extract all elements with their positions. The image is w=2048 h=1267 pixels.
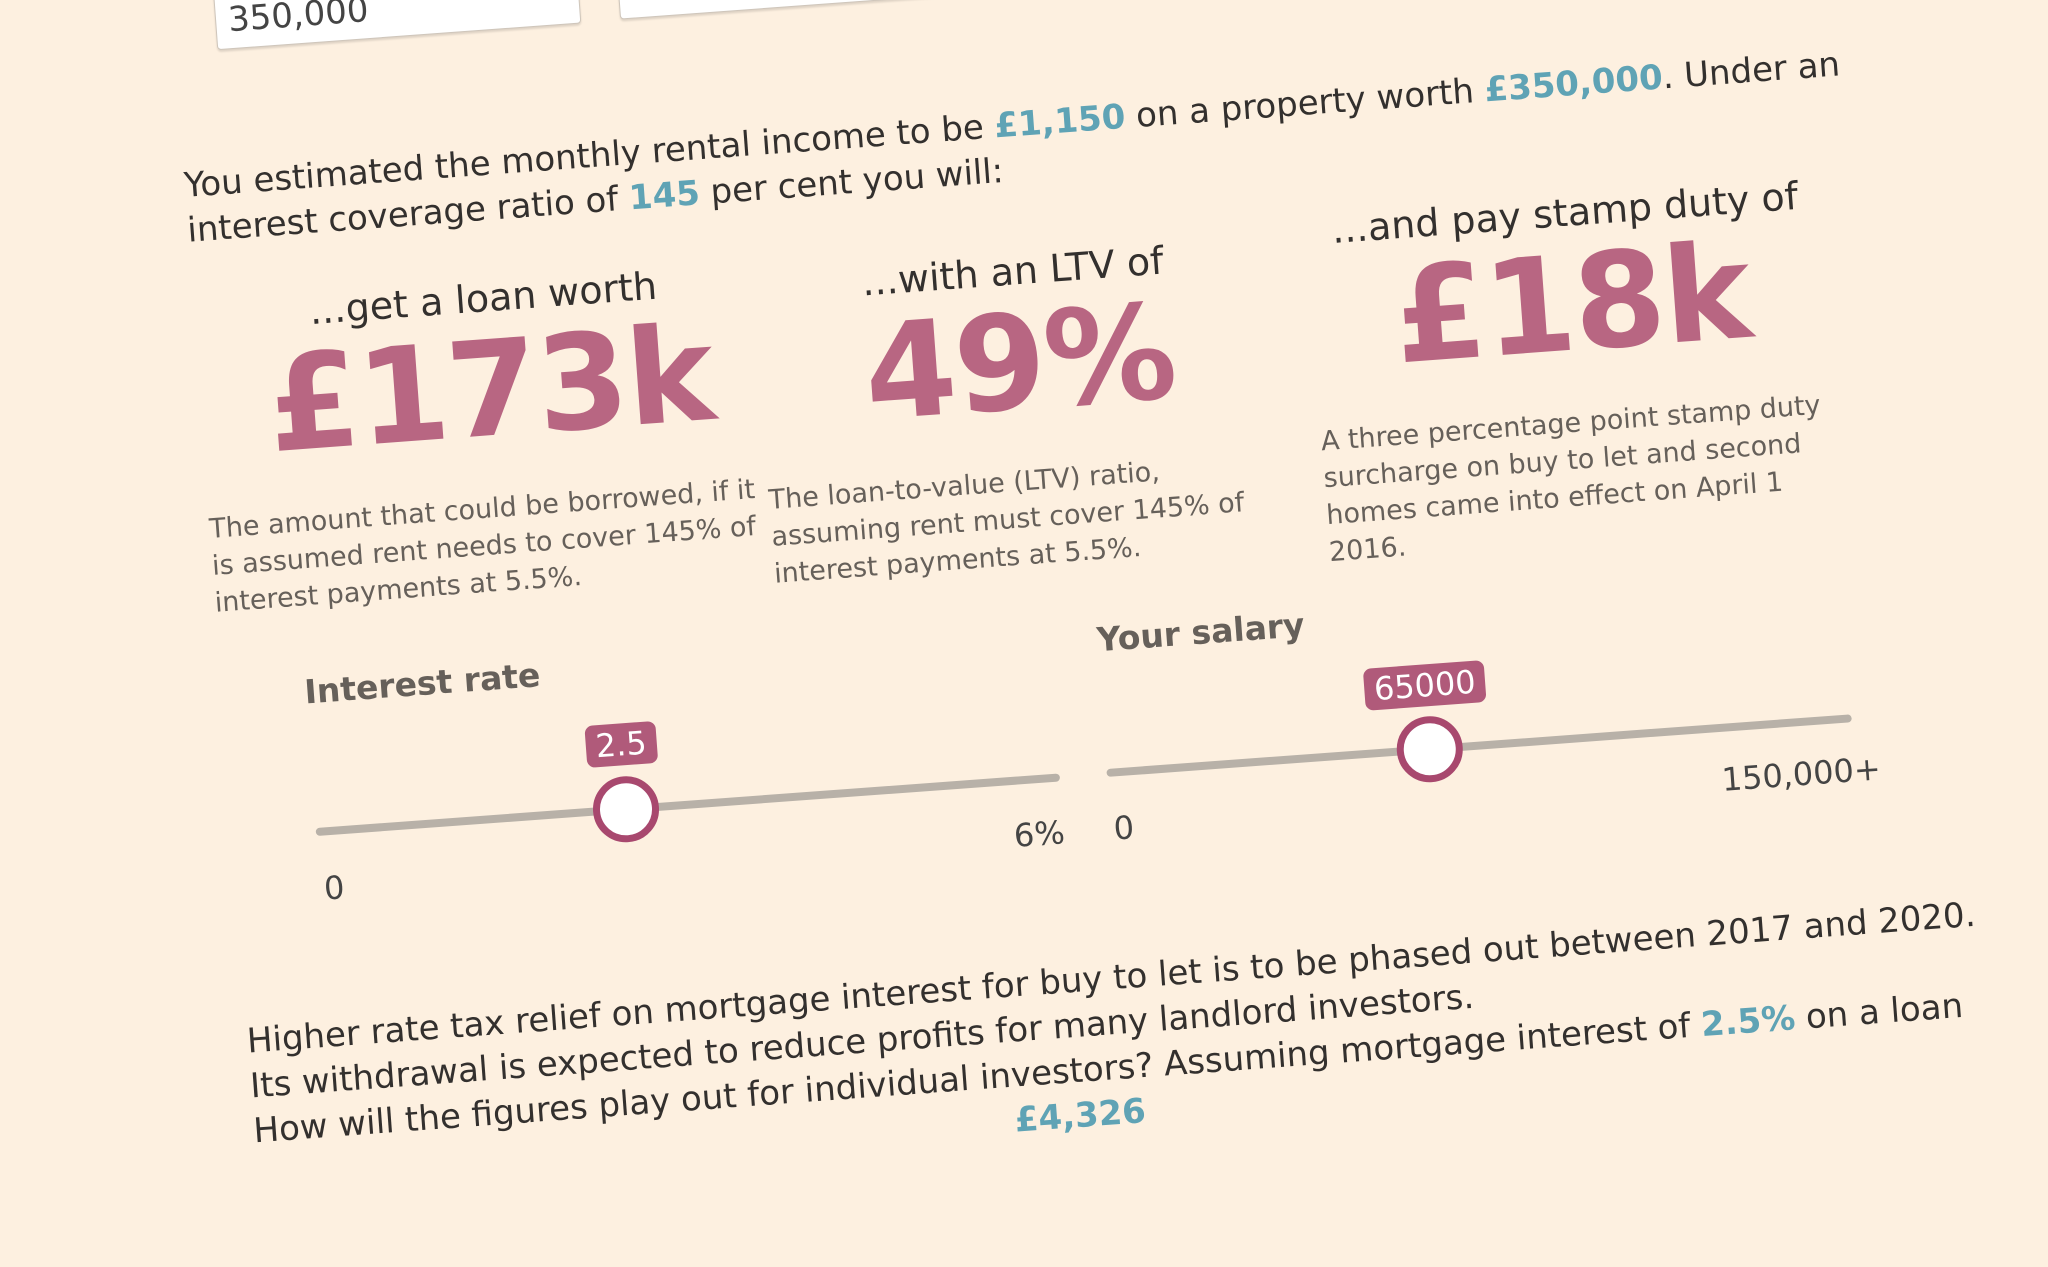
tax-relief-paragraph: Higher rate tax relief on mortgage inter…: [245, 893, 1986, 1199]
interest-min-label: 0: [322, 868, 346, 908]
interest-max-label: 6%: [1012, 813, 1067, 855]
calculator-panel: 350,000 You estimated the monthly rental…: [183, 0, 1977, 1267]
salary-min-label: 0: [1112, 808, 1136, 848]
salary-max-label: 150,000+: [1720, 749, 1882, 799]
ltv-description: The loan-to-value (LTV) ratio, assuming …: [767, 456, 1246, 590]
second-input[interactable]: [614, 0, 1020, 20]
loan-result: ...get a loan worth £173k The amount tha…: [208, 257, 764, 619]
coverage-ratio-value: 145: [627, 173, 702, 219]
stamp-duty-result: ...and pay stamp duty of £18k A three pe…: [1304, 172, 1849, 571]
profit-value: £4,326: [1013, 1091, 1148, 1141]
rental-income-value: £1,150: [992, 96, 1127, 147]
stamp-duty-description: A three percentage point stamp duty surc…: [1319, 389, 1822, 569]
property-value-text: 350,000: [226, 0, 370, 41]
text: on a loan: [1793, 985, 1965, 1039]
salary-value-bubble: 65000: [1362, 660, 1488, 711]
interest-rate-value-bubble: 2.5: [584, 720, 658, 768]
salary-label: Your salary: [1095, 605, 1306, 660]
interest-rate-slider-track[interactable]: [315, 773, 1061, 837]
interest-rate-inline: 2.5%: [1699, 998, 1797, 1046]
interest-rate-label: Interest rate: [303, 655, 542, 712]
property-value-input[interactable]: 350,000: [211, 0, 582, 51]
loan-description: The amount that could be borrowed, if it…: [208, 474, 758, 619]
interest-rate-slider-thumb[interactable]: [590, 773, 662, 845]
ltv-result: ...with an LTV of 49% The loan-to-value …: [752, 231, 1294, 593]
loan-value: £173k: [262, 297, 718, 484]
salary-slider-thumb[interactable]: [1394, 713, 1465, 785]
